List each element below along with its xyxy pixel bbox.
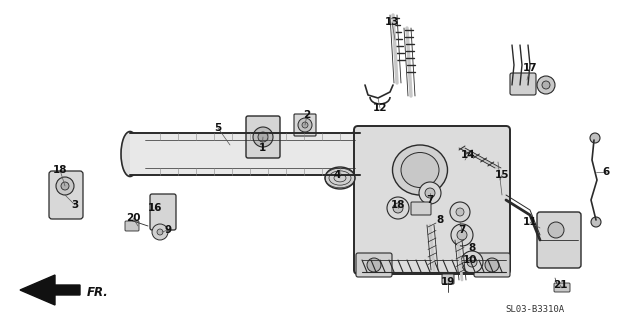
Text: FR.: FR. (87, 286, 109, 299)
Ellipse shape (325, 167, 355, 189)
Text: 16: 16 (148, 203, 163, 213)
Text: 12: 12 (372, 103, 387, 113)
Circle shape (590, 133, 600, 143)
Text: 15: 15 (495, 170, 509, 180)
Text: 4: 4 (333, 170, 340, 180)
Text: 14: 14 (461, 150, 476, 160)
Circle shape (425, 188, 435, 198)
Circle shape (298, 118, 312, 132)
Circle shape (61, 182, 69, 190)
Circle shape (56, 177, 74, 195)
Circle shape (591, 217, 601, 227)
Text: 18: 18 (52, 165, 67, 175)
FancyBboxPatch shape (537, 212, 581, 268)
Text: 1: 1 (259, 143, 266, 153)
Text: 11: 11 (523, 217, 537, 227)
Text: 21: 21 (553, 280, 567, 290)
Text: 10: 10 (463, 255, 477, 265)
Circle shape (537, 76, 555, 94)
FancyBboxPatch shape (125, 221, 139, 231)
Circle shape (450, 202, 470, 222)
Text: 8: 8 (468, 243, 476, 253)
Circle shape (393, 203, 403, 213)
FancyBboxPatch shape (49, 171, 83, 219)
Text: 5: 5 (214, 123, 221, 133)
Circle shape (457, 230, 467, 240)
Circle shape (542, 81, 550, 89)
Circle shape (467, 257, 477, 267)
FancyBboxPatch shape (554, 283, 570, 292)
Circle shape (367, 258, 381, 272)
Text: 2: 2 (303, 110, 310, 120)
FancyBboxPatch shape (246, 116, 280, 158)
Text: 6: 6 (602, 167, 610, 177)
FancyBboxPatch shape (130, 133, 360, 175)
Text: 18: 18 (391, 200, 405, 210)
FancyBboxPatch shape (356, 253, 392, 277)
Text: 3: 3 (72, 200, 79, 210)
Ellipse shape (401, 152, 439, 188)
FancyBboxPatch shape (510, 73, 536, 95)
Circle shape (461, 251, 483, 273)
Circle shape (451, 224, 473, 246)
Text: 7: 7 (426, 195, 434, 205)
Text: 19: 19 (441, 277, 455, 287)
Circle shape (258, 132, 268, 142)
FancyBboxPatch shape (150, 194, 176, 230)
Circle shape (456, 208, 464, 216)
Circle shape (548, 222, 564, 238)
Text: 8: 8 (436, 215, 444, 225)
Text: 13: 13 (385, 17, 399, 27)
Text: 7: 7 (458, 225, 466, 235)
Circle shape (157, 229, 163, 235)
FancyBboxPatch shape (442, 274, 454, 284)
Text: 9: 9 (164, 225, 172, 235)
Ellipse shape (121, 131, 139, 176)
FancyBboxPatch shape (474, 253, 510, 277)
Polygon shape (20, 275, 80, 305)
Circle shape (419, 182, 441, 204)
Circle shape (152, 224, 168, 240)
Circle shape (485, 258, 499, 272)
FancyBboxPatch shape (294, 114, 316, 136)
Circle shape (253, 127, 273, 147)
Text: SL03-B3310A: SL03-B3310A (505, 305, 564, 314)
FancyBboxPatch shape (411, 202, 431, 215)
Ellipse shape (345, 132, 365, 176)
Circle shape (302, 122, 308, 128)
Text: 20: 20 (125, 213, 140, 223)
Circle shape (387, 197, 409, 219)
Text: 17: 17 (523, 63, 538, 73)
Ellipse shape (392, 145, 447, 195)
FancyBboxPatch shape (354, 126, 510, 274)
